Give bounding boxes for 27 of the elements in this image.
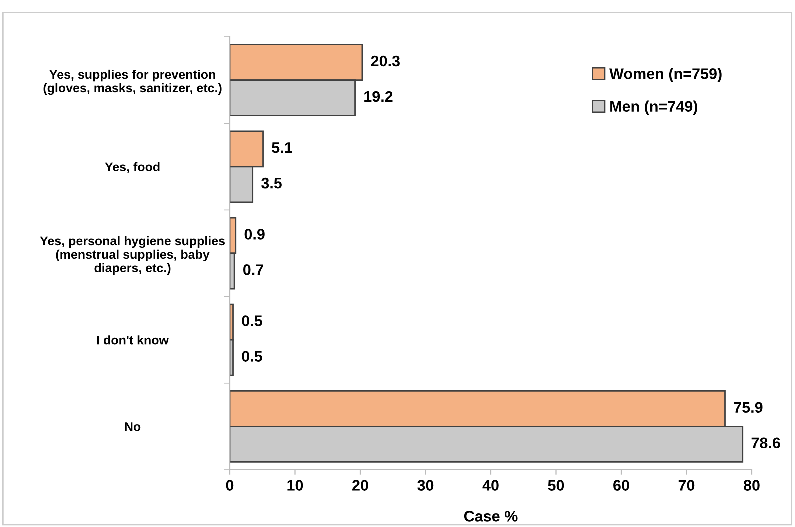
y-tick-label: Yes, food — [105, 162, 160, 174]
x-tick-label: 10 — [288, 480, 304, 491]
data-label: 0.7 — [244, 264, 264, 276]
legend-label: Men (n=749) — [610, 100, 698, 116]
legend-label: Women (n=759) — [610, 68, 722, 82]
x-tick-label: 20 — [352, 480, 368, 491]
data-label: 3.5 — [262, 178, 282, 189]
x-tick-label: 40 — [482, 480, 499, 491]
data-label: 19.2 — [364, 91, 393, 102]
data-label: 75.9 — [734, 402, 763, 414]
x-tick-label: 50 — [548, 480, 564, 491]
x-tick-label: 60 — [614, 480, 630, 491]
x-tick-label: 70 — [678, 480, 695, 491]
x-axis-title: Case % — [464, 511, 518, 522]
y-tick-label: No — [125, 422, 141, 432]
x-tick-label: 80 — [744, 480, 760, 491]
data-label: 0.5 — [242, 351, 262, 362]
y-tick-label: Yes, supplies for prevention (gloves, masks, sanitizer, etc.) — [44, 70, 222, 96]
data-label: 0.5 — [242, 316, 262, 326]
data-label: 0.9 — [244, 229, 265, 240]
y-tick-label: I don't know — [97, 336, 170, 345]
data-label: 78.6 — [752, 438, 780, 449]
data-label: 20.3 — [371, 56, 400, 67]
data-label: 5.1 — [272, 142, 292, 154]
x-tick-label: 0 — [226, 480, 234, 491]
x-tick-label: 30 — [418, 480, 434, 491]
y-tick-label: Yes, personal hygiene supplies (menstrual supplies, baby diapers, etc.) — [40, 236, 226, 276]
